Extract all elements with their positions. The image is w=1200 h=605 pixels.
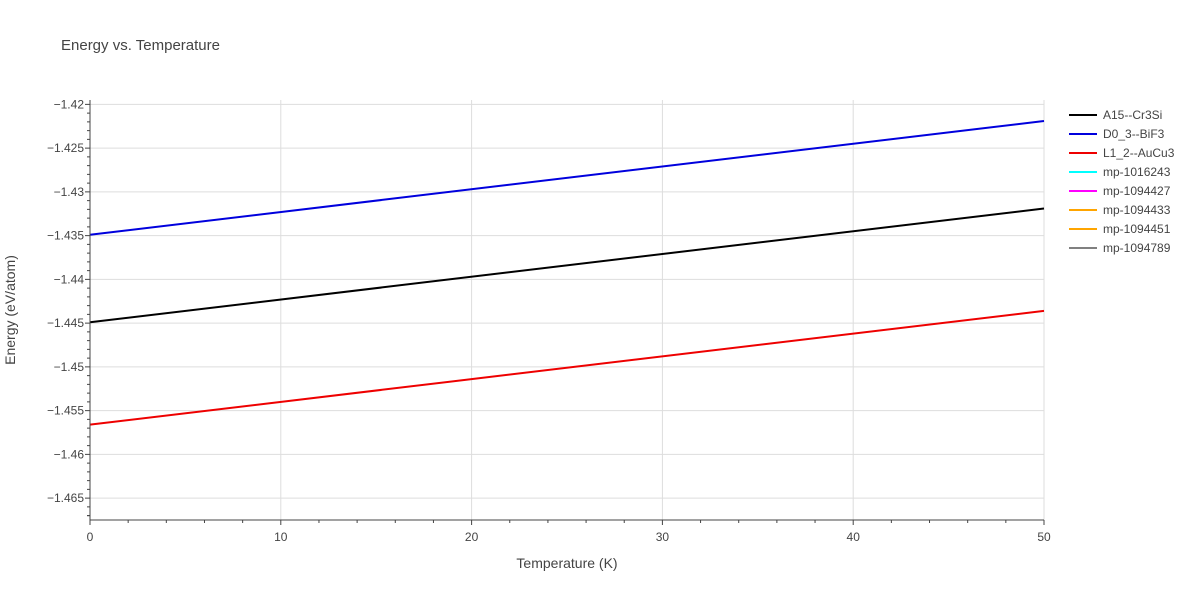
y-tick-label: −1.435 [47,229,84,243]
legend-label: mp-1094451 [1103,222,1171,236]
axis-layer: 0 10 20 30 40 50 −1.465 −1.46 −1.455 −1.45 −1.445 −… [47,97,1051,544]
x-axis-title: Temperature (K) [516,555,617,571]
legend-item[interactable]: A15--Cr3Si [1069,108,1162,122]
x-tick-label: 20 [465,530,479,544]
legend-item[interactable]: mp-1094789 [1069,241,1171,255]
x-tick-label: 10 [274,530,288,544]
y-axis-title: Energy (eV/atom) [2,255,18,365]
legend-label: mp-1094427 [1103,184,1171,198]
y-tick-label: −1.465 [47,491,84,505]
legend-item[interactable]: mp-1094451 [1069,222,1171,236]
legend-label: mp-1016243 [1103,165,1171,179]
series-line-a15-cr3si [89,207,1045,324]
series-line-l1-2-aucu3 [89,309,1045,426]
legend-label: D0_3--BiF3 [1103,127,1165,141]
y-tick-label: −1.45 [54,360,85,374]
x-tick-label: 30 [656,530,670,544]
x-tick-label: 50 [1037,530,1051,544]
legend-item[interactable]: mp-1094427 [1069,184,1171,198]
grid-layer [89,100,1045,520]
legend-item[interactable]: L1_2--AuCu3 [1069,146,1175,160]
y-tick-label: −1.445 [47,316,84,330]
x-tick-label: 40 [847,530,861,544]
y-tick-label: −1.43 [54,185,85,199]
legend-label: mp-1094789 [1103,241,1171,255]
legend-label: mp-1094433 [1103,203,1171,217]
legend-label: L1_2--AuCu3 [1103,146,1175,160]
legend-item[interactable]: mp-1094433 [1069,203,1171,217]
chart-title: Energy vs. Temperature [61,37,220,54]
legend-label: A15--Cr3Si [1103,108,1162,122]
series-layer [89,120,1045,426]
y-tick-label: −1.455 [47,404,84,418]
series-line-d0-3-bif3 [89,120,1045,236]
legend-item[interactable]: D0_3--BiF3 [1069,127,1165,141]
y-tick-label: −1.44 [54,272,85,286]
y-tick-label: −1.42 [54,97,85,111]
legend: A15--Cr3Si D0_3--BiF3 L1_2--AuCu3 mp-101624… [1069,108,1175,255]
y-tick-label: −1.46 [54,447,85,461]
x-tick-label: 0 [87,530,94,544]
legend-item[interactable]: mp-1016243 [1069,165,1171,179]
y-tick-label: −1.425 [47,141,84,155]
